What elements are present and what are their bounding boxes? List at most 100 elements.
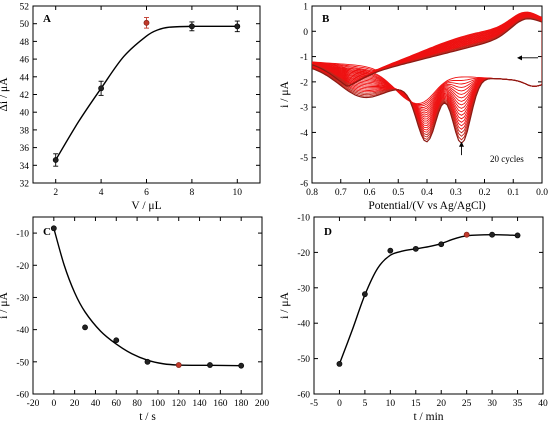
panel-d: -5 0 5 10 15 20 25 30 35 40-60-50-40-30-20-10t / …: [279, 214, 548, 424]
data-point-highlight: [463, 231, 470, 238]
data-point: [82, 324, 88, 331]
data-point: [412, 245, 419, 252]
y-axis-label: Δi / μA: [0, 77, 10, 112]
cycles-annotation: 20 cycles: [490, 154, 524, 164]
x-tick-label: 5: [363, 399, 368, 409]
x-tick-label: 10: [386, 399, 396, 409]
data-point: [489, 231, 496, 238]
y-tick-label: -50: [297, 355, 310, 365]
x-tick-label: 8: [190, 188, 195, 198]
y-axis-label: i / μA: [279, 81, 291, 108]
x-tick-label: 0: [337, 399, 342, 409]
panel-b: 0.8 0.7 0.6 0.5 0.4 0.3 0.2 0.1 0.0 -6 -5 -4 -3 -2 -1 0…: [279, 3, 548, 213]
data-point: [188, 23, 195, 30]
panel-letter: A: [43, 13, 51, 25]
x-tick-label: 4: [99, 188, 104, 198]
x-axis-label: t / s: [139, 411, 156, 423]
data-point-highlight: [175, 362, 182, 368]
y-tick-label: -6: [300, 180, 308, 190]
y-tick-label: 34: [20, 162, 30, 172]
x-tick-label: 15: [411, 399, 421, 409]
y-tick-label: -2: [300, 78, 308, 88]
y-tick-label: -60: [16, 391, 29, 401]
y-tick-label: 38: [20, 126, 30, 136]
x-tick-label: 0.0: [536, 188, 548, 198]
x-tick-label: 0: [51, 399, 56, 409]
x-tick-label: 25: [462, 399, 472, 409]
data-point: [52, 157, 59, 163]
data-point-highlight: [143, 19, 150, 26]
y-tick-label: 42: [20, 91, 30, 101]
x-tick-label: 2: [53, 188, 58, 198]
y-tick-label: -3: [300, 104, 308, 114]
y-tick-label: 52: [20, 3, 30, 13]
y-tick-label: 1: [303, 3, 308, 13]
data-point: [387, 247, 394, 254]
y-tick-label: -40: [297, 320, 310, 330]
fit-curve: [338, 233, 518, 365]
y-tick-label: -5: [300, 154, 308, 164]
x-tick-label: 40: [538, 399, 548, 409]
y-tick-label: 50: [20, 20, 30, 30]
data-point: [98, 85, 104, 92]
x-tick-label: 200: [255, 399, 270, 409]
x-tick-label: 100: [151, 399, 166, 409]
data-point: [207, 362, 213, 368]
x-tick-label: 10: [233, 188, 243, 198]
panel-letter: D: [324, 226, 332, 238]
panel-letter: C: [43, 226, 51, 238]
x-tick-label: 0.6: [364, 188, 376, 198]
x-tick-label: 80: [132, 399, 142, 409]
plot-frame: [313, 216, 544, 395]
x-tick-label: 120: [172, 399, 187, 409]
y-tick-label: -60: [297, 391, 310, 401]
panel-c: -20 0 20 40 60 80 100 120 140 160 180 200 -60 -50 -40 -…: [0, 216, 270, 423]
y-tick-label: 36: [20, 144, 30, 154]
arrow-left-head: [517, 55, 522, 61]
y-tick-label: -4: [300, 129, 308, 139]
x-tick-label: -5: [310, 399, 318, 409]
y-tick-label: 40: [20, 109, 30, 119]
x-tick-label: 140: [192, 399, 207, 409]
x-tick-label: 60: [112, 399, 122, 409]
x-tick-label: 0.2: [479, 188, 491, 198]
y-tick-label: -10: [16, 230, 29, 240]
x-tick-label: 0.5: [392, 188, 404, 198]
y-tick-label: -50: [16, 358, 29, 368]
x-tick-label: 0.7: [335, 188, 347, 198]
y-tick-label: -30: [16, 294, 29, 304]
x-tick-label: 30: [487, 399, 497, 409]
x-axis-label: t / min: [413, 411, 443, 423]
x-tick-label: 35: [513, 399, 523, 409]
panel-letter: B: [322, 13, 330, 25]
fit-curve: [55, 25, 238, 161]
y-tick-label: 32: [20, 180, 30, 190]
y-tick-label: -20: [297, 249, 310, 259]
y-tick-label: -20: [16, 262, 29, 272]
y-tick-label: -40: [16, 326, 29, 336]
fit-curve: [53, 228, 242, 367]
x-tick-label: 0.8: [306, 188, 318, 198]
y-tick-label: 0: [303, 28, 308, 38]
x-tick-label: 180: [234, 399, 249, 409]
x-tick-label: 6: [144, 188, 149, 198]
x-tick-label: 20: [436, 399, 446, 409]
data-point: [50, 225, 57, 232]
y-tick-label: 44: [20, 73, 30, 83]
x-tick-label: 0.4: [421, 188, 433, 198]
data-point: [514, 232, 521, 239]
plot-frame: [32, 216, 263, 395]
x-tick-label: 0.3: [450, 188, 462, 198]
y-tick-label: 48: [20, 38, 30, 48]
y-axis-label: i / μA: [0, 292, 10, 319]
y-axis-label: i / μA: [279, 292, 291, 319]
y-tick-label: -1: [300, 53, 308, 63]
arrow-up-head: [459, 141, 464, 147]
x-tick-label: 0.1: [507, 188, 519, 198]
x-tick-label: 20: [70, 399, 80, 409]
data-point: [144, 358, 151, 365]
cv-curves: [312, 11, 542, 145]
data-point: [238, 362, 245, 369]
x-tick-label: -20: [27, 399, 40, 409]
